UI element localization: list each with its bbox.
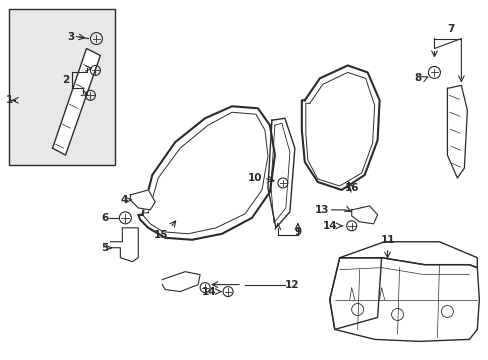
Text: 12: 12: [285, 280, 299, 289]
Text: 1: 1: [6, 95, 13, 105]
Polygon shape: [329, 258, 381, 329]
Text: 14: 14: [323, 221, 337, 231]
Text: 16: 16: [344, 183, 358, 193]
Polygon shape: [130, 190, 155, 210]
Polygon shape: [267, 118, 294, 228]
Polygon shape: [110, 228, 138, 262]
Text: 6: 6: [101, 213, 108, 223]
Polygon shape: [447, 85, 467, 178]
Text: 9: 9: [294, 227, 301, 237]
Polygon shape: [52, 49, 100, 155]
Text: 7: 7: [447, 24, 454, 33]
Text: 14: 14: [201, 287, 216, 297]
Polygon shape: [162, 272, 200, 292]
Text: 2: 2: [62, 75, 70, 85]
Text: 11: 11: [380, 235, 394, 245]
Text: 8: 8: [413, 73, 421, 84]
Polygon shape: [329, 258, 478, 341]
Text: 15: 15: [153, 230, 168, 240]
Text: 10: 10: [247, 173, 262, 183]
Bar: [9, 9, 115, 165]
Polygon shape: [339, 242, 476, 268]
Polygon shape: [351, 206, 377, 224]
Text: 5: 5: [101, 243, 108, 253]
Text: 4: 4: [121, 195, 128, 205]
Text: 13: 13: [315, 205, 329, 215]
Text: 3: 3: [67, 32, 75, 41]
